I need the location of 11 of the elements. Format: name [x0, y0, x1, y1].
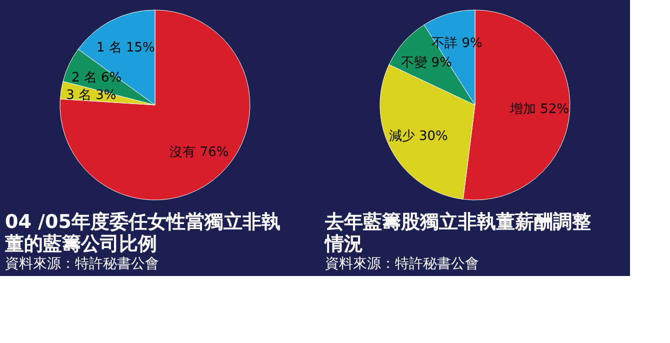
slice-label: 沒有 76%	[170, 145, 229, 160]
pie-slice	[60, 10, 250, 200]
source-note: 資料來源：特許秘書公會	[5, 256, 159, 272]
text: 去年藍籌股獨立非執董薪酬調整情況	[324, 211, 591, 255]
slice-label: 增加 52%	[508, 102, 569, 118]
slice-label: 減少 30%	[388, 129, 448, 144]
text: 04 /05年度委任女性當獨立非執董的藍籌公司比例	[4, 211, 280, 255]
slice-label: 1 名 15%	[96, 40, 155, 56]
source-note: 資料來源：特許秘書公會	[325, 256, 479, 272]
slice-label: 2 名 6%	[71, 70, 122, 86]
slice-label: 3 名 3%	[66, 88, 116, 103]
